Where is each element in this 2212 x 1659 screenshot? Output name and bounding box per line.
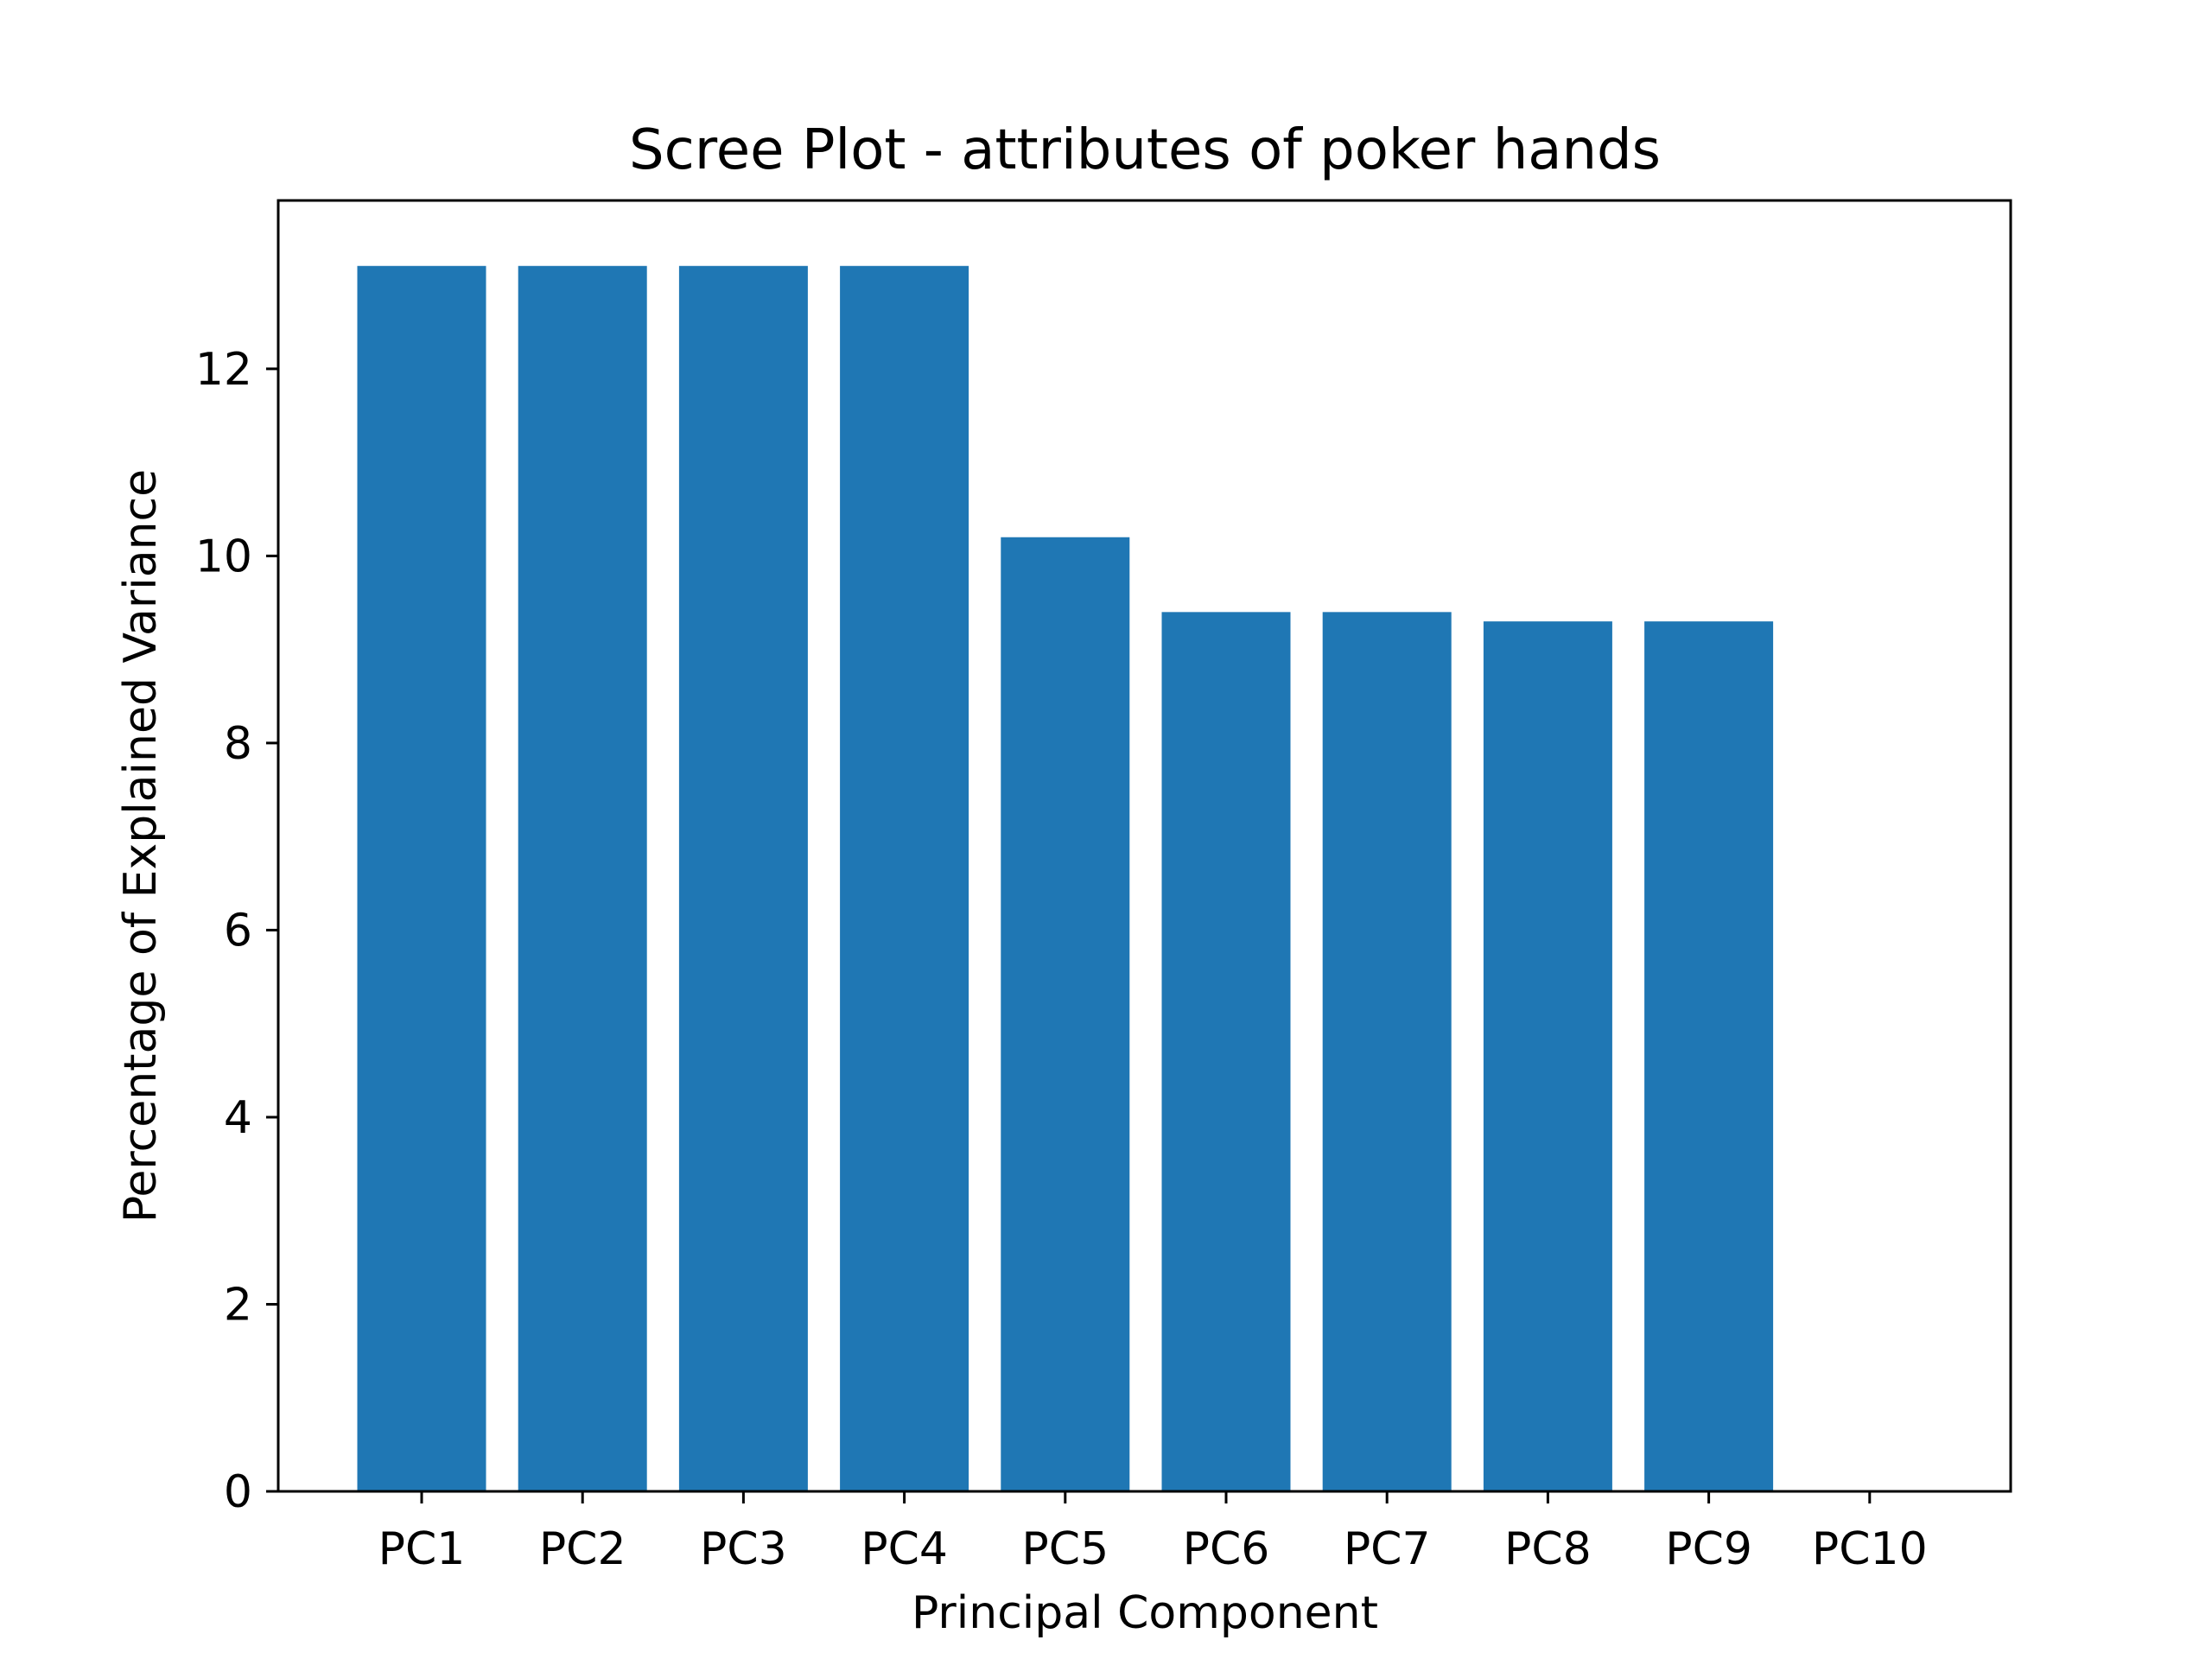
bar-pc6	[1161, 612, 1291, 1491]
bar-pc4	[840, 265, 969, 1491]
y-axis-label: Percentage of Explained Variance	[115, 469, 167, 1223]
chart-title: Scree Plot - attributes of poker hands	[629, 118, 1661, 182]
y-tick-label-10: 10	[195, 531, 252, 582]
y-tick-label-0: 0	[224, 1466, 252, 1518]
x-tick-label-pc1: PC1	[378, 1523, 466, 1575]
bar-pc5	[1001, 537, 1130, 1491]
y-tick-label-4: 4	[224, 1092, 252, 1144]
bars-group	[357, 265, 1774, 1491]
y-tick-label-6: 6	[224, 905, 252, 957]
x-tick-label-pc7: PC7	[1344, 1523, 1431, 1575]
y-tick-label-2: 2	[224, 1279, 252, 1331]
bar-pc2	[518, 265, 647, 1491]
x-axis: PC1 PC2 PC3 PC4 PC5 PC6 PC7 PC8 PC9 PC10	[378, 1491, 1928, 1575]
y-tick-label-12: 12	[195, 344, 252, 396]
bar-pc8	[1483, 621, 1612, 1491]
x-tick-label-pc6: PC6	[1183, 1523, 1270, 1575]
x-tick-label-pc3: PC3	[700, 1523, 787, 1575]
x-tick-label-pc8: PC8	[1504, 1523, 1592, 1575]
bar-pc7	[1322, 612, 1452, 1491]
x-tick-label-pc4: PC4	[861, 1523, 948, 1575]
bar-pc1	[357, 265, 486, 1491]
x-tick-label-pc5: PC5	[1021, 1523, 1109, 1575]
bar-pc9	[1644, 621, 1774, 1491]
x-axis-label: Principal Component	[912, 1587, 1378, 1639]
y-axis: 0 2 4 6 8 10 12	[195, 344, 278, 1518]
x-tick-label-pc10: PC10	[1812, 1523, 1928, 1575]
y-tick-label-8: 8	[224, 718, 252, 770]
bar-pc3	[678, 265, 808, 1491]
x-tick-label-pc9: PC9	[1665, 1523, 1752, 1575]
x-tick-label-pc2: PC2	[539, 1523, 626, 1575]
plot-frame	[276, 199, 2012, 1493]
